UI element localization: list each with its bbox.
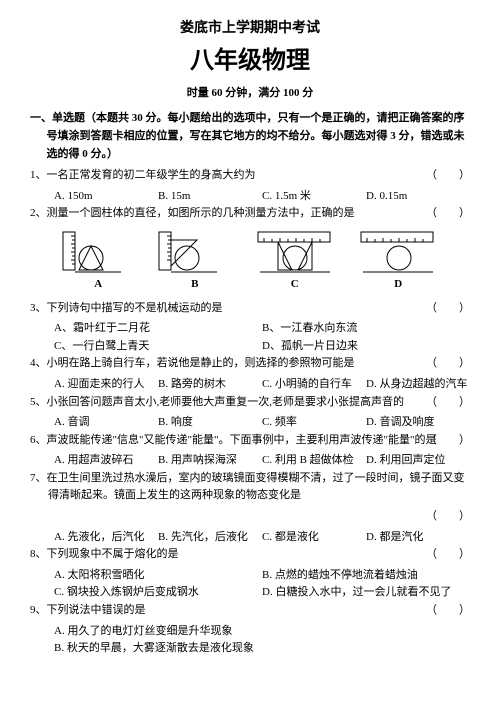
header-meta: 时量 60 分钟，满分 100 分 — [30, 85, 470, 103]
figD-label: D — [394, 278, 402, 290]
q9-optB: B. 秋天的早晨，大雾逐渐散去是液化现象 — [54, 640, 470, 658]
q6-optB: B. 用声呐探海深 — [158, 452, 262, 470]
figC-label: C — [291, 278, 299, 290]
answer-paren: （ ） — [444, 167, 470, 185]
q9-options: A. 用久了的电灯灯丝变细是升华现象 B. 秋天的早晨，大雾逐渐散去是液化现象 — [30, 623, 470, 658]
question-4: 4、小明在路上骑自行车，若说他是静止的，则选择的参照物可能是 （ ） — [30, 355, 470, 373]
q4-options: A. 迎面走来的行人 B. 路旁的树木 C. 小明骑的自行车 D. 从身边超越的… — [30, 376, 470, 394]
q9-text: 下列说法中错误的是 — [47, 604, 146, 616]
q2-num: 2、 — [30, 207, 47, 219]
section-instr: （本题共 30 分。每小题给出的选项中，只有一个是正确的，请把正确答案的序号填涂… — [47, 112, 465, 159]
q8-optA: A. 太阳将积雪晒化 — [54, 567, 262, 585]
q3-optA: A、霜叶红于二月花 — [54, 320, 262, 338]
q8-optB: B. 点燃的蜡烛不停地流着蜡烛油 — [262, 567, 470, 585]
q5-optD: D. 音调及响度 — [366, 414, 470, 432]
question-7-paren: （ ） — [30, 508, 470, 526]
q4-optB: B. 路旁的树木 — [158, 376, 262, 394]
question-3: 3、下列诗句中描写的不是机械运动的是 （ ） — [30, 300, 470, 318]
q3-optD: D、孤帆一片日边来 — [262, 338, 470, 356]
q1-optA: A. 150m — [54, 188, 158, 206]
answer-paren: （ ） — [444, 602, 470, 620]
q7-optB: B. 先汽化，后液化 — [158, 529, 262, 547]
q5-optB: B. 响度 — [158, 414, 262, 432]
question-2: 2、测量一个圆柱体的直径，如图所示的几种测量方法中，正确的是 （ ） — [30, 205, 470, 223]
q8-optC: C. 钢块投入炼钢炉后变成钢水 — [54, 584, 262, 602]
ruler-icon — [254, 230, 336, 274]
q5-optC: C. 频率 — [262, 414, 366, 432]
q5-num: 5、 — [30, 396, 47, 408]
answer-paren: （ ） — [426, 508, 470, 526]
q4-optA: A. 迎面走来的行人 — [54, 376, 158, 394]
section-label: 一、单选题 — [30, 112, 85, 124]
q3-text: 下列诗句中描写的不是机械运动的是 — [47, 302, 223, 314]
q9-optA: A. 用久了的电灯灯丝变细是升华现象 — [54, 623, 470, 641]
q6-options: A. 用超声波碎石 B. 用声呐探海深 C. 利用 B 超做体检 D. 利用回声… — [30, 452, 470, 470]
q8-text: 下列现象中不属于熔化的是 — [47, 548, 179, 560]
answer-paren: （ ） — [444, 432, 470, 450]
q1-options: A. 150m B. 15m C. 1.5m 米 D. 0.15m — [30, 188, 470, 206]
q5-text: 小张回答问题声音太小,老师要他大声重复一次,老师是要求小张提高声音的 — [47, 396, 405, 408]
q1-text: 一名正常发育的初二年级学生的身高大约为 — [47, 169, 256, 181]
q7-num: 7、 — [30, 472, 47, 484]
q7-optA: A. 先液化，后汽化 — [54, 529, 158, 547]
q6-optC: C. 利用 B 超做体检 — [262, 452, 366, 470]
ruler-icon — [357, 230, 439, 274]
header-title: 八年级物理 — [30, 42, 470, 80]
q7-optC: C. 都是液化 — [262, 529, 366, 547]
question-8: 8、下列现象中不属于熔化的是 （ ） — [30, 546, 470, 564]
question-6: 6、声波既能传递"信息"又能传递"能量"。下面事例中，主要利用声波传递"能量"的… — [30, 432, 470, 450]
figure-A: A — [61, 230, 136, 294]
q2-text: 测量一个圆柱体的直径，如图所示的几种测量方法中，正确的是 — [47, 207, 355, 219]
q8-options: A. 太阳将积雪晒化 B. 点燃的蜡烛不停地流着蜡烛油 C. 钢块投入炼钢炉后变… — [30, 567, 470, 602]
figure-C: C — [254, 230, 336, 294]
header-sub: 娄底市上学期期中考试 — [30, 18, 470, 40]
q3-optB: B、一江春水向东流 — [262, 320, 470, 338]
answer-paren: （ ） — [444, 394, 470, 412]
section-header: 一、单选题（本题共 30 分。每小题给出的选项中，只有一个是正确的，请把正确答案… — [30, 110, 470, 163]
q3-num: 3、 — [30, 302, 47, 314]
answer-paren: （ ） — [444, 355, 470, 373]
figure-B: B — [157, 230, 232, 294]
q5-options: A. 音调 B. 响度 C. 频率 D. 音调及响度 — [30, 414, 470, 432]
q6-text: 声波既能传递"信息"又能传递"能量"。下面事例中，主要利用声波传递"能量"的是 — [47, 434, 437, 446]
q8-optD: D. 白糖投入水中，过一会儿就看不见了 — [262, 584, 470, 602]
q2-figures: A B C — [30, 226, 470, 298]
answer-paren: （ ） — [444, 205, 470, 223]
q5-optA: A. 音调 — [54, 414, 158, 432]
q4-optD: D. 从身边超越的汽车 — [366, 376, 470, 394]
question-7: 7、在卫生间里洗过热水澡后，室内的玻璃镜面变得模糊不清，过了一段时间，镜子面又变… — [30, 470, 470, 505]
ruler-icon — [157, 230, 232, 274]
figB-label: B — [191, 278, 198, 290]
q4-text: 小明在路上骑自行车，若说他是静止的，则选择的参照物可能是 — [47, 357, 355, 369]
q9-num: 9、 — [30, 604, 47, 616]
q1-num: 1、 — [30, 169, 47, 181]
ruler-icon — [61, 230, 136, 274]
question-1: 1、一名正常发育的初二年级学生的身高大约为 （ ） — [30, 167, 470, 185]
q1-optD: D. 0.15m — [366, 188, 470, 206]
q3-options: A、霜叶红于二月花 B、一江春水向东流 C、一行白鹭上青天 D、孤帆一片日边来 — [30, 320, 470, 355]
q6-optA: A. 用超声波碎石 — [54, 452, 158, 470]
q1-optB: B. 15m — [158, 188, 262, 206]
q1-optC: C. 1.5m 米 — [262, 188, 366, 206]
question-5: 5、小张回答问题声音太小,老师要他大声重复一次,老师是要求小张提高声音的 （ ） — [30, 394, 470, 412]
q8-num: 8、 — [30, 548, 47, 560]
q6-num: 6、 — [30, 434, 47, 446]
figA-label: A — [94, 278, 102, 290]
q3-optC: C、一行白鹭上青天 — [54, 338, 262, 356]
q7-text: 在卫生间里洗过热水澡后，室内的玻璃镜面变得模糊不清，过了一段时间，镜子面又变得清… — [47, 472, 465, 502]
q7-optD: D. 都是汽化 — [366, 529, 470, 547]
question-9: 9、下列说法中错误的是 （ ） — [30, 602, 470, 620]
q4-optC: C. 小明骑的自行车 — [262, 376, 366, 394]
answer-paren: （ ） — [444, 546, 470, 564]
q4-num: 4、 — [30, 357, 47, 369]
answer-paren: （ ） — [444, 300, 470, 318]
q7-options: A. 先液化，后汽化 B. 先汽化，后液化 C. 都是液化 D. 都是汽化 — [30, 529, 470, 547]
figure-D: D — [357, 230, 439, 294]
q6-optD: D. 利用回声定位 — [366, 452, 470, 470]
